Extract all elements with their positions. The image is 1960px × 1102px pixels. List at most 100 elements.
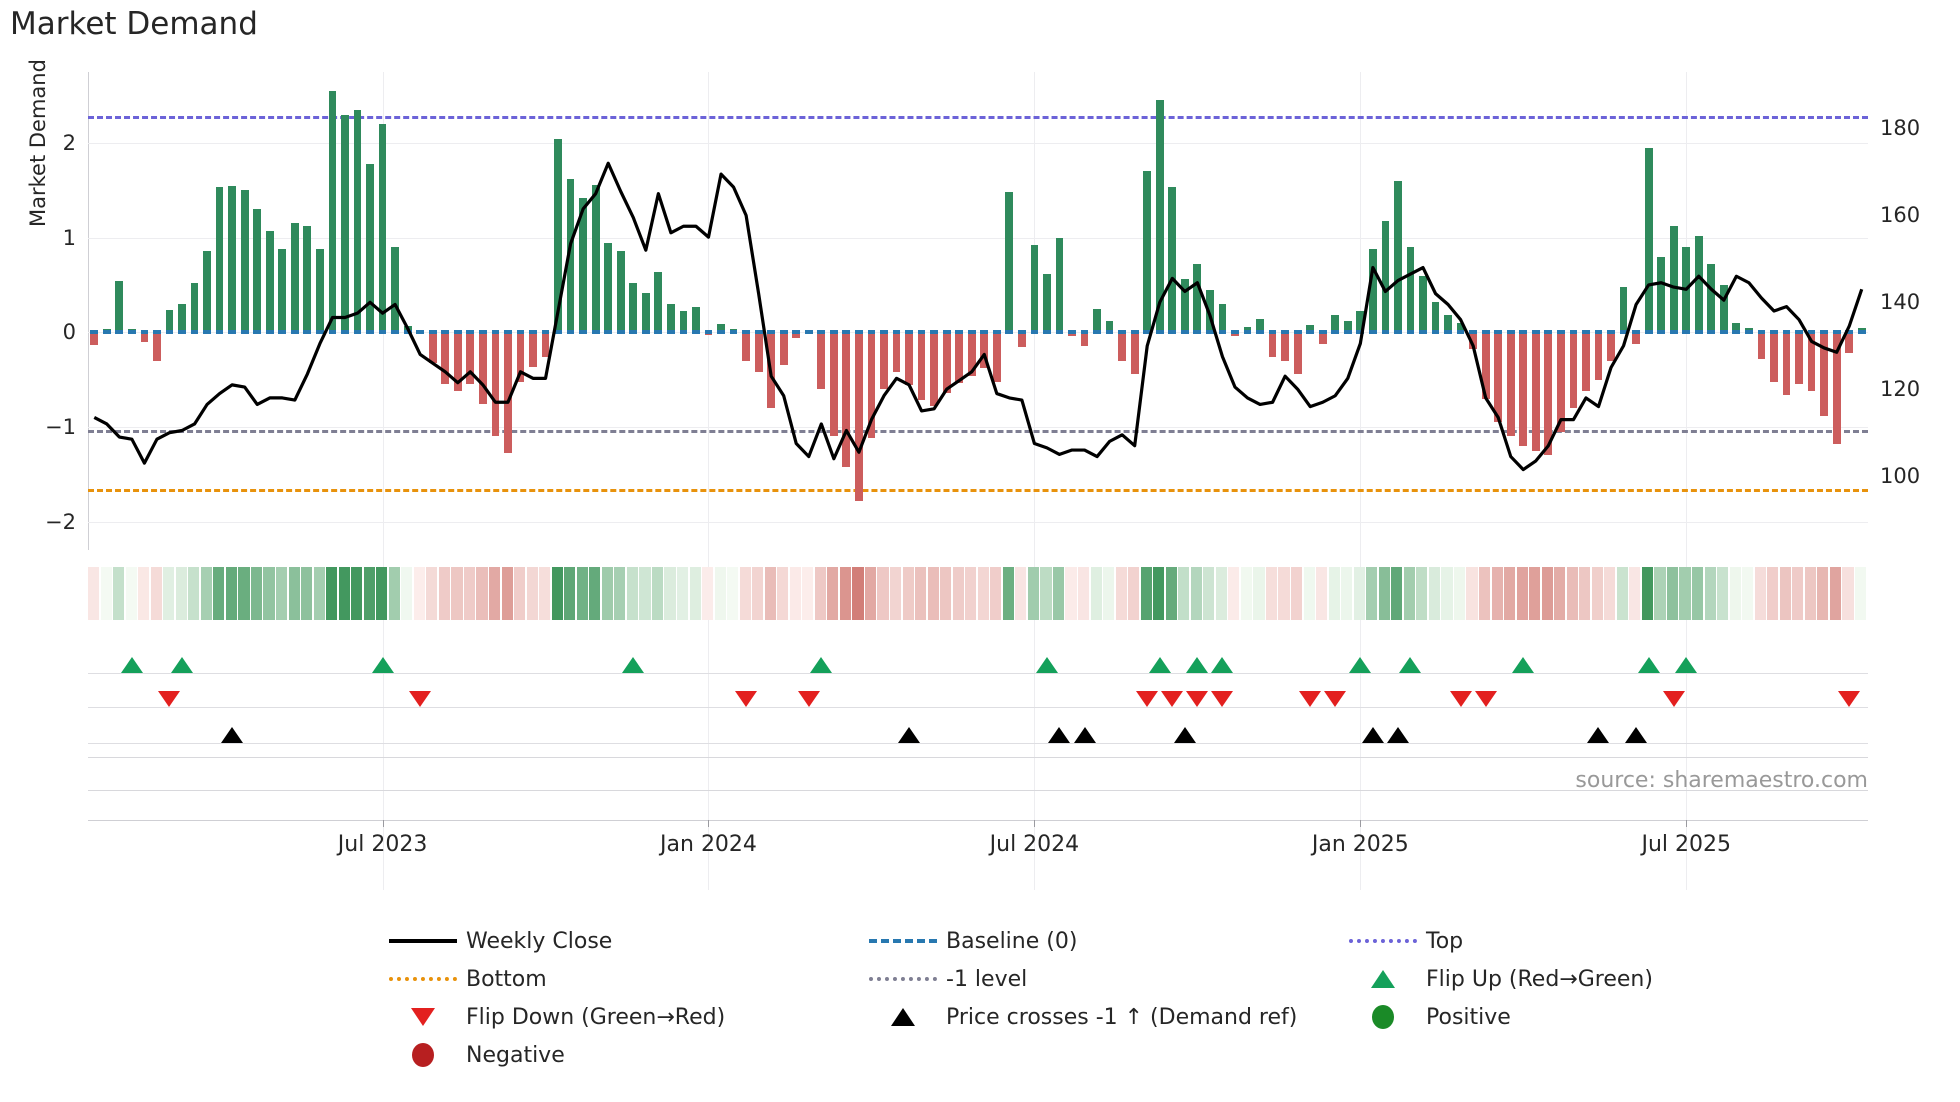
heatmap-cell[interactable] <box>1641 567 1654 620</box>
heatmap-cell[interactable] <box>1090 567 1102 620</box>
demand-bar[interactable] <box>1619 286 1628 333</box>
demand-bar[interactable] <box>1306 324 1315 333</box>
flip-down-marker[interactable] <box>1662 691 1685 707</box>
demand-bar[interactable] <box>917 332 926 401</box>
heatmap-cell[interactable] <box>852 567 864 620</box>
demand-bar[interactable] <box>930 332 938 407</box>
heatmap-cell[interactable] <box>789 567 801 620</box>
flip-down-marker[interactable] <box>1186 691 1209 707</box>
legend-item[interactable]: Positive <box>1340 1005 1820 1030</box>
demand-bar[interactable] <box>1506 332 1515 437</box>
demand-bar[interactable] <box>1444 315 1452 333</box>
heatmap-cell[interactable] <box>927 567 939 620</box>
heatmap-cell[interactable] <box>514 567 526 620</box>
legend-item[interactable]: Flip Down (Green→Red) <box>380 1005 860 1030</box>
flip-up-marker[interactable] <box>1349 657 1372 673</box>
heatmap-cell[interactable] <box>1278 567 1290 620</box>
heatmap-cell[interactable] <box>814 567 826 620</box>
demand-bar[interactable] <box>1431 302 1440 333</box>
flip-up-marker[interactable] <box>810 657 833 673</box>
heatmap-cell[interactable] <box>301 567 313 620</box>
heatmap-cell[interactable] <box>1842 567 1854 620</box>
heatmap-cell[interactable] <box>689 567 701 620</box>
heatmap-cell[interactable] <box>1466 567 1478 620</box>
flip-up-marker[interactable] <box>622 657 645 673</box>
heatmap-cell[interactable] <box>1654 567 1666 620</box>
heatmap-cell[interactable] <box>1516 567 1528 620</box>
demand-bar[interactable] <box>1732 322 1741 333</box>
demand-bar[interactable] <box>1293 332 1302 374</box>
demand-bar[interactable] <box>679 311 688 333</box>
demand-bar[interactable] <box>1118 332 1127 361</box>
demand-bar[interactable] <box>1820 332 1828 416</box>
heatmap-cell[interactable] <box>777 567 789 620</box>
demand-bar[interactable] <box>779 332 788 366</box>
heatmap-cell[interactable] <box>965 567 977 620</box>
demand-bar[interactable] <box>1130 332 1139 374</box>
heatmap-cell[interactable] <box>113 567 125 620</box>
heatmap-cell[interactable] <box>1077 567 1090 620</box>
demand-bar[interactable] <box>792 332 801 338</box>
heatmap-cell[interactable] <box>188 567 200 620</box>
heatmap-cell[interactable] <box>752 567 764 620</box>
demand-bar[interactable] <box>1807 332 1816 391</box>
legend-item[interactable]: Flip Up (Red→Green) <box>1340 967 1820 992</box>
heatmap-cell[interactable] <box>1604 567 1616 620</box>
heatmap-cell[interactable] <box>1554 567 1566 620</box>
demand-bar[interactable] <box>516 332 525 382</box>
legend-item[interactable]: Price crosses -1 ↑ (Demand ref) <box>860 1005 1340 1030</box>
heatmap-cell[interactable] <box>1165 567 1177 620</box>
demand-bar[interactable] <box>1582 332 1590 391</box>
demand-bar[interactable] <box>829 332 838 437</box>
heatmap-cell[interactable] <box>1291 567 1303 620</box>
price-cross-marker[interactable] <box>1361 727 1384 743</box>
demand-bar[interactable] <box>980 332 989 369</box>
demand-bar[interactable] <box>1469 332 1478 350</box>
heatmap-cell[interactable] <box>1403 567 1415 620</box>
demand-bar[interactable] <box>1005 192 1014 333</box>
heatmap-cell[interactable] <box>1491 567 1503 620</box>
demand-bar[interactable] <box>905 332 913 386</box>
demand-bar[interactable] <box>654 271 663 333</box>
demand-bar[interactable] <box>1331 315 1340 333</box>
heatmap-cell[interactable] <box>275 567 288 620</box>
heatmap-cell[interactable] <box>952 567 964 620</box>
demand-bar[interactable] <box>1857 327 1866 333</box>
demand-bar[interactable] <box>1569 332 1578 409</box>
demand-bar[interactable] <box>1394 180 1402 333</box>
heatmap-cell[interactable] <box>1441 567 1453 620</box>
demand-bar[interactable] <box>203 250 211 333</box>
demand-bar[interactable] <box>1707 264 1716 333</box>
heatmap-cell[interactable] <box>1541 567 1553 620</box>
heatmap-cell[interactable] <box>1591 567 1603 620</box>
demand-bar[interactable] <box>303 226 312 333</box>
heatmap-cell[interactable] <box>626 567 638 620</box>
heatmap-cell[interactable] <box>501 567 513 620</box>
demand-bar[interactable] <box>692 306 700 333</box>
demand-bar[interactable] <box>554 139 562 333</box>
flip-up-marker[interactable] <box>1399 657 1422 673</box>
price-cross-marker[interactable] <box>1625 727 1648 743</box>
price-cross-marker[interactable] <box>221 727 244 743</box>
demand-bar[interactable] <box>491 332 500 437</box>
flip-up-marker[interactable] <box>120 657 143 673</box>
heatmap-cell[interactable] <box>564 567 576 620</box>
demand-bar[interactable] <box>278 249 287 333</box>
demand-bar[interactable] <box>942 332 951 393</box>
heatmap-cell[interactable] <box>1478 567 1491 620</box>
heatmap-cell[interactable] <box>1115 567 1127 620</box>
heatmap-cell[interactable] <box>1002 567 1014 620</box>
heatmap-cell[interactable] <box>1504 567 1516 620</box>
flip-up-marker[interactable] <box>171 657 193 673</box>
flip-up-marker[interactable] <box>1512 657 1535 673</box>
demand-bar[interactable] <box>265 231 274 333</box>
demand-bar[interactable] <box>867 332 876 439</box>
demand-bar[interactable] <box>955 332 964 384</box>
flip-up-marker[interactable] <box>1211 657 1234 673</box>
heatmap-cell[interactable] <box>839 567 852 620</box>
flip-up-marker[interactable] <box>1148 657 1171 673</box>
heatmap-cell[interactable] <box>1366 567 1378 620</box>
flip-down-marker[interactable] <box>158 691 181 707</box>
heatmap-cell[interactable] <box>1140 567 1152 620</box>
demand-bar[interactable] <box>855 332 863 501</box>
